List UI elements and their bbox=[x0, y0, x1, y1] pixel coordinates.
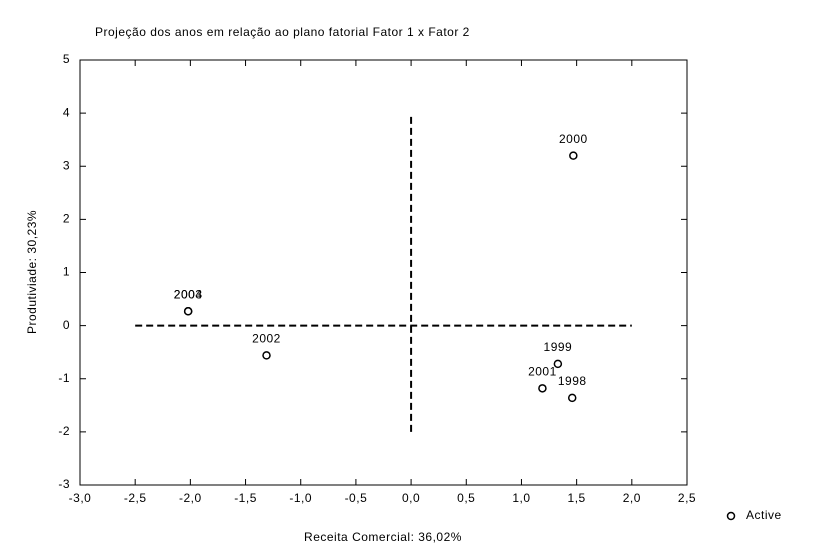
x-tick-label: 0,5 bbox=[457, 491, 475, 505]
legend-label: Active bbox=[746, 508, 782, 522]
legend-marker bbox=[726, 511, 736, 521]
x-axis-label: Receita Comercial: 36,02% bbox=[304, 530, 462, 544]
point bbox=[567, 393, 577, 403]
x-tick-label: -1,0 bbox=[289, 491, 312, 505]
point bbox=[262, 351, 271, 360]
x-tick-label: -3,0 bbox=[69, 491, 92, 505]
point-label: 1999 bbox=[544, 340, 573, 354]
x-tick-label: 1,0 bbox=[512, 491, 530, 505]
x-tick-label: -1,5 bbox=[234, 491, 257, 505]
point-label: 2003 bbox=[174, 287, 203, 301]
point-label: 2004 bbox=[174, 287, 203, 301]
y-tick-label: 4 bbox=[63, 105, 70, 119]
y-tick-label: 2 bbox=[63, 212, 70, 226]
plot-frame bbox=[79, 59, 688, 486]
point-label: 2000 bbox=[559, 132, 588, 146]
point-label: 1998 bbox=[558, 374, 587, 388]
y-axis-label: Produtiviade: 30,23% bbox=[25, 210, 39, 334]
chart-title: Projeção dos anos em relação ao plano fa… bbox=[95, 25, 470, 39]
y-tick-label: 3 bbox=[63, 158, 70, 172]
x-tick-label: 0,0 bbox=[402, 491, 420, 505]
x-tick-label: -2,5 bbox=[124, 491, 147, 505]
point-label: 2002 bbox=[252, 332, 281, 346]
y-tick-label: 0 bbox=[63, 318, 70, 332]
point bbox=[569, 151, 578, 160]
x-tick-label: -2,0 bbox=[179, 491, 202, 505]
y-tick-label: -2 bbox=[58, 424, 70, 438]
y-tick-label: -1 bbox=[58, 371, 70, 385]
x-tick-label: 2,5 bbox=[678, 491, 696, 505]
point bbox=[553, 359, 563, 369]
y-tick-label: 1 bbox=[63, 265, 70, 279]
point bbox=[538, 384, 547, 393]
x-tick-label: -0,5 bbox=[345, 491, 368, 505]
point-label: 2001 bbox=[528, 364, 557, 378]
point bbox=[183, 307, 193, 316]
x-tick-label: 2,0 bbox=[623, 491, 641, 505]
y-tick-label: 5 bbox=[63, 52, 70, 66]
x-tick-label: 1,5 bbox=[568, 491, 586, 505]
y-tick-label: -3 bbox=[58, 477, 70, 491]
